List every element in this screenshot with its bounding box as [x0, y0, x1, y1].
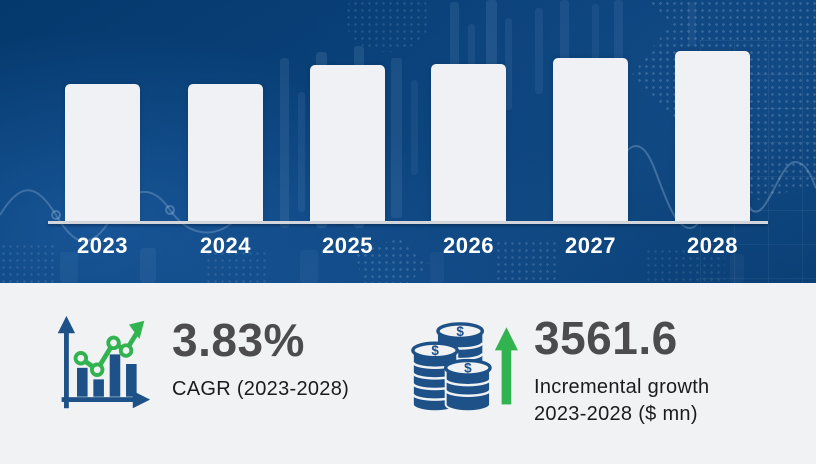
bar-2024 — [188, 84, 263, 222]
x-tick-label-2026: 2026 — [443, 233, 494, 258]
x-tick-label-2027: 2027 — [565, 233, 616, 258]
x-tick-label-2023: 2023 — [77, 233, 128, 258]
up-arrow-icon — [494, 327, 518, 405]
bar-2026 — [431, 64, 506, 222]
svg-text:$: $ — [456, 324, 464, 339]
candlestick-decoration — [592, 4, 599, 62]
incremental-growth-label-line1: Incremental growth — [534, 376, 710, 398]
x-tick-label-2025: 2025 — [322, 233, 373, 258]
candlestick-decoration — [298, 92, 305, 212]
cagr-stat: 3.83% CAGR (2023-2028) — [52, 313, 349, 420]
bar-2028 — [675, 51, 750, 222]
incremental-growth-value: 3561.6 — [534, 312, 678, 364]
incremental-growth-stat: $ $ $ — [410, 311, 709, 428]
candlestick-decoration — [560, 0, 569, 70]
bar-2027 — [553, 58, 628, 222]
candlestick-decoration — [60, 252, 78, 283]
candlestick-decoration — [411, 80, 418, 175]
stats-section: 3.83% CAGR (2023-2028) $ — [0, 283, 816, 464]
cagr-label: CAGR (2023-2028) — [172, 378, 350, 400]
candlestick-decoration — [280, 58, 289, 228]
candlestick-decoration — [535, 8, 543, 94]
x-tick-label-2024: 2024 — [200, 233, 251, 258]
candlestick-decoration — [688, 2, 696, 46]
candlestick-decoration — [430, 252, 444, 283]
candlestick-decoration — [450, 2, 459, 122]
growth-chart-icon — [52, 313, 152, 420]
dot-patch-decoration — [495, 240, 560, 283]
bar-2023 — [65, 84, 140, 222]
candlestick-decoration — [505, 18, 512, 110]
dot-patch-decoration — [645, 248, 725, 283]
dot-patch-decoration — [0, 243, 55, 283]
bar-2025 — [310, 65, 385, 222]
candlestick-decoration — [391, 58, 402, 218]
bar-chart-section: 2023 2024 2025 2026 2027 2028 — [0, 0, 816, 283]
svg-text:$: $ — [464, 361, 472, 376]
candlestick-decoration — [730, 254, 744, 283]
incremental-growth-label-line2: 2023-2028 ($ mn) — [534, 403, 698, 425]
candlestick-decoration — [614, 0, 623, 66]
candlestick-decoration — [140, 248, 156, 283]
dot-patch-decoration — [205, 250, 270, 283]
candlestick-decoration — [300, 250, 318, 283]
x-axis-baseline — [48, 221, 768, 224]
x-tick-label-2028: 2028 — [687, 233, 738, 258]
incremental-growth-label: Incremental growth 2023-2028 ($ mn) — [534, 374, 709, 428]
svg-text:$: $ — [431, 343, 439, 358]
cagr-value: 3.83% — [172, 314, 305, 366]
coin-stack-icon: $ $ $ — [410, 311, 518, 418]
